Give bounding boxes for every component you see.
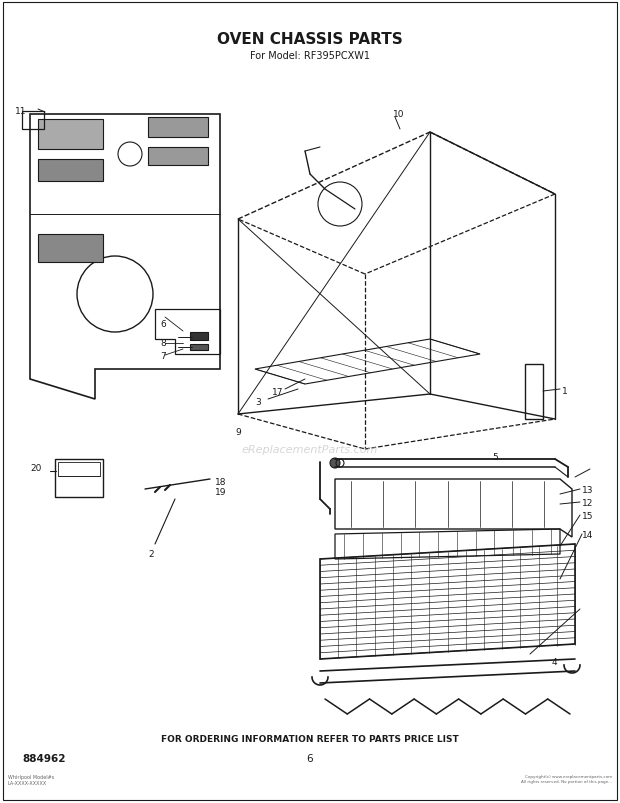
Text: 7: 7: [160, 352, 166, 361]
Text: 6: 6: [160, 320, 166, 328]
Text: 884962: 884962: [22, 753, 66, 763]
Text: 12: 12: [582, 499, 593, 507]
Bar: [55, 459, 103, 497]
Circle shape: [330, 459, 340, 468]
Bar: [190, 332, 208, 340]
Bar: [148, 148, 208, 165]
Bar: [148, 118, 208, 138]
Text: For Model: RF395PCXW1: For Model: RF395PCXW1: [250, 51, 370, 61]
Text: 11: 11: [15, 107, 27, 116]
Bar: [38, 234, 103, 263]
Bar: [22, 112, 44, 130]
Bar: [525, 365, 543, 419]
Text: FOR ORDERING INFORMATION REFER TO PARTS PRICE LIST: FOR ORDERING INFORMATION REFER TO PARTS …: [161, 734, 459, 743]
Text: 6: 6: [307, 753, 313, 763]
Text: 8: 8: [160, 339, 166, 348]
Bar: [38, 120, 103, 150]
Text: 15: 15: [582, 512, 593, 520]
Text: 5: 5: [492, 452, 498, 462]
Text: 2: 2: [148, 549, 154, 558]
Text: OVEN CHASSIS PARTS: OVEN CHASSIS PARTS: [217, 32, 403, 47]
Text: 1: 1: [562, 386, 568, 396]
Text: 13: 13: [582, 485, 593, 495]
Text: Whirlpool Model#s
LA-XXXX-XXXXX: Whirlpool Model#s LA-XXXX-XXXXX: [8, 774, 55, 785]
Text: 19: 19: [215, 487, 226, 496]
Text: 10: 10: [393, 110, 404, 119]
Text: eReplacementParts.com: eReplacementParts.com: [242, 444, 378, 454]
Text: 20: 20: [30, 463, 42, 472]
Text: 4: 4: [552, 657, 557, 666]
Bar: [58, 463, 100, 476]
Text: Copyright(c) www.ereplacementparts.com
All rights reserved. No portion of this p: Copyright(c) www.ereplacementparts.com A…: [521, 774, 612, 783]
Text: 17: 17: [272, 388, 283, 397]
Text: 18: 18: [215, 478, 226, 487]
Text: 3: 3: [255, 397, 261, 406]
Bar: [190, 344, 208, 351]
Bar: [38, 160, 103, 181]
Text: 14: 14: [582, 530, 593, 540]
Text: 9: 9: [235, 427, 241, 437]
